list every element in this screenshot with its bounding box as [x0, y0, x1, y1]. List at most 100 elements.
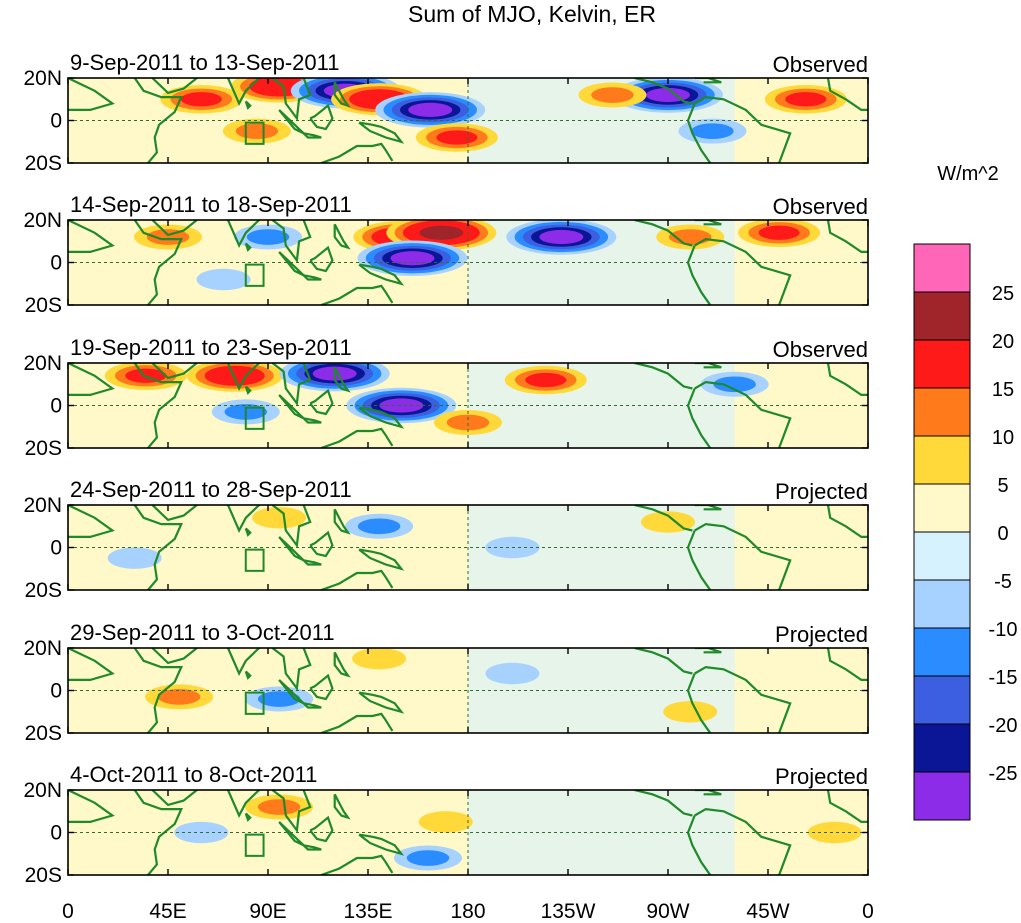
coastline	[694, 790, 722, 796]
coastline	[358, 406, 405, 429]
coastline	[68, 220, 115, 253]
anomaly-cell	[352, 648, 407, 670]
coastline	[244, 527, 252, 537]
coastline	[333, 223, 351, 250]
reference-box	[244, 121, 265, 145]
coastline	[68, 505, 115, 538]
y-tick-label: 0	[50, 537, 62, 560]
anomaly-field	[160, 78, 847, 163]
coastline	[133, 648, 183, 733]
coastline	[694, 237, 792, 305]
colorbar-swatch	[913, 387, 971, 437]
coastline	[133, 220, 183, 305]
reference-box	[244, 406, 265, 430]
coastline	[694, 380, 792, 448]
map-panel: 20N 0 20S 4-Oct-2011 to 8-Oct-2011 Projected	[23, 762, 869, 887]
coastline	[271, 790, 312, 834]
coastline	[302, 132, 322, 139]
coastlines	[68, 790, 868, 875]
coastline	[826, 363, 868, 396]
chart-title: Sum of MJO, Kelvin, ER	[408, 1, 656, 27]
coastline	[302, 702, 322, 709]
coastline	[320, 427, 394, 448]
coastline	[302, 559, 322, 566]
panel-date-range: 29-Sep-2011 to 3-Oct-2011	[70, 620, 335, 645]
coastline	[694, 648, 722, 654]
reference-box	[244, 548, 265, 572]
panel-date-range: 14-Sep-2011 to 18-Sep-2011	[70, 192, 352, 217]
colorbar-label: 10	[992, 427, 1014, 449]
coastline	[309, 815, 334, 843]
anomaly-cell	[785, 92, 827, 107]
coastline	[271, 505, 312, 549]
coastline	[694, 78, 722, 84]
colorbar: W/m^2 25 20 15 10 5 0 -5 -10 -15 -20 -25	[913, 163, 1018, 821]
map-panel: 20N 0 20S 29-Sep-2011 to 3-Oct-2011 Projecte…	[23, 620, 869, 745]
coastline	[826, 78, 868, 111]
map-panels: 20N 0 20S 9-Sep-2011 to 13-Sep-2011 Observed…	[23, 50, 869, 887]
coastline	[686, 530, 712, 590]
coastline	[133, 790, 183, 875]
y-tick-label: 0	[50, 110, 62, 133]
coastline	[225, 220, 262, 249]
coastline	[634, 78, 693, 105]
panel-status: Observed	[773, 52, 868, 77]
x-tick-label: 45W	[746, 900, 789, 923]
coastline	[686, 673, 712, 733]
coastline	[694, 505, 722, 511]
anomaly-cell	[446, 414, 490, 431]
coastline	[694, 220, 722, 226]
coastline	[358, 833, 405, 856]
colorbar-swatch	[913, 339, 971, 389]
coastline	[634, 505, 693, 532]
colorbar-label: 25	[992, 283, 1014, 305]
coastline	[309, 673, 334, 701]
coastline	[309, 245, 334, 273]
coastline	[320, 569, 394, 590]
x-tick-label: 135W	[541, 900, 596, 923]
coastline	[358, 121, 405, 144]
anomaly-cell	[758, 225, 800, 240]
colorbar-swatch	[913, 483, 971, 533]
coastline	[225, 505, 262, 534]
colorbar-label: 0	[997, 523, 1008, 545]
coastline	[68, 790, 115, 823]
coastline	[151, 648, 198, 665]
anomaly-cell	[257, 799, 301, 815]
colorbar-label: 5	[997, 475, 1008, 497]
colorbar-label: -25	[989, 763, 1018, 785]
coastline	[133, 505, 183, 590]
coastline	[686, 245, 712, 305]
anomaly-cell	[691, 123, 734, 139]
anomaly-cell	[246, 229, 290, 245]
y-tick-label: 20S	[25, 864, 62, 887]
coastline	[694, 522, 792, 590]
coastlines	[68, 505, 868, 590]
coastline	[634, 790, 693, 817]
coastline	[309, 388, 334, 416]
colorbar-swatch	[913, 435, 971, 485]
coastline	[826, 505, 868, 538]
anomaly-cell	[406, 850, 450, 866]
coastline	[302, 844, 322, 851]
colorbar-swatch	[913, 291, 971, 341]
anomaly-cell	[357, 518, 401, 535]
x-tick-label: 0	[862, 900, 874, 923]
colorbar-label: -20	[989, 715, 1018, 737]
coastline	[271, 648, 312, 692]
reference-box	[244, 691, 265, 715]
colorbar-label: -5	[994, 571, 1012, 593]
coastline	[333, 508, 351, 535]
coastline	[133, 363, 183, 448]
colorbar-swatch	[913, 771, 971, 821]
colorbar-label: -10	[989, 619, 1018, 641]
anomaly-cell	[485, 662, 540, 685]
y-tick-label: 20N	[23, 209, 62, 232]
colorbar-swatch	[913, 627, 971, 677]
colorbar-swatch	[913, 675, 971, 725]
colorbar-swatch	[913, 723, 971, 773]
x-axis: 0 45E 90E 135E 180 135W 90W 45W 0	[62, 900, 874, 923]
coastline	[320, 142, 394, 163]
coastline	[225, 790, 262, 819]
anomaly-cell	[390, 251, 435, 266]
